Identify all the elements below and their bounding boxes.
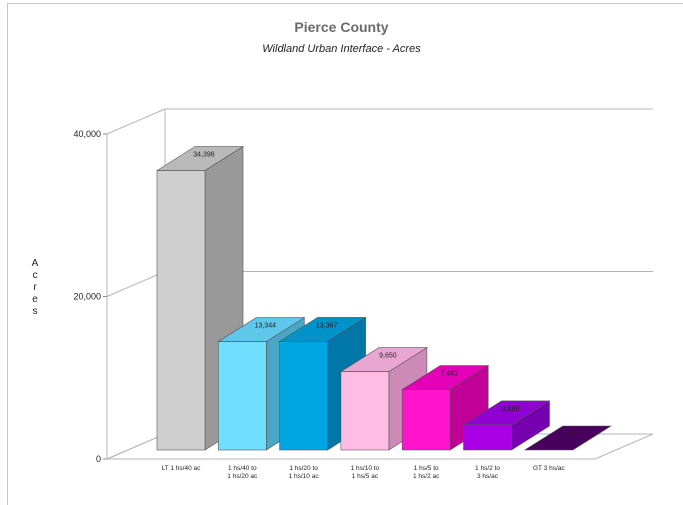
x-tick-label: 1 hs/2 to 3 hs/ac (475, 465, 500, 480)
x-tick-label: LT 1 hs/40 ac (162, 465, 202, 472)
x-tick-label: 1 hs/10 to 1 hs/5 ac (351, 465, 380, 480)
y-tick-label: 20,000 (73, 292, 101, 302)
gridline-side (106, 271, 166, 297)
gridline-side (106, 108, 166, 135)
y-axis-label-char: r (33, 282, 37, 293)
bar: 3,089 (462, 400, 551, 451)
y-tick-label: 40,000 (73, 129, 101, 139)
x-tick-label: 1 hs/20 to 1 hs/10 ac (289, 465, 320, 480)
data-label: 34,396 (193, 152, 215, 159)
y-axis-label-char: s (32, 306, 38, 317)
y-axis-label-char: c (32, 270, 38, 281)
x-tick-label-line: 3 hs/ac (477, 473, 499, 480)
x-tick-label: 1 hs/5 to 1 hs/2 ac (413, 465, 440, 480)
data-label: 9,650 (379, 353, 397, 360)
data-label: 13,344 (255, 323, 277, 330)
y-axis-label-char: A (31, 258, 39, 269)
x-tick-label-line: 1 hs/10 ac (289, 473, 320, 480)
x-tick-label-line: GT 3 hs/ac (533, 465, 565, 472)
floor-outline (106, 433, 654, 460)
x-tick-label-line: 1 hs/20 ac (227, 473, 258, 480)
bar-front (218, 341, 267, 451)
x-tick-label: GT 3 hs/ac (533, 465, 565, 472)
chart-subtitle: Wildland Urban Interface - Acres (262, 43, 421, 55)
chart-title: Pierce County (294, 19, 389, 35)
data-label: 0 (570, 431, 574, 438)
chart-border (7, 3, 683, 505)
x-tick-label-line: 1 hs/40 to (228, 465, 257, 472)
y-tick-label: 0 (96, 454, 101, 464)
data-label: 7,441 (440, 371, 458, 378)
x-tick-label-line: 1 hs/2 to (475, 465, 500, 472)
x-tick-label: 1 hs/40 to 1 hs/20 ac (227, 465, 258, 480)
data-label: 13,367 (316, 322, 338, 329)
x-tick-label-line: LT 1 hs/40 ac (162, 465, 202, 472)
x-tick-label-line: 1 hs/5 to (414, 465, 439, 472)
x-tick-label-line: 1 hs/2 ac (413, 473, 440, 480)
data-label: 3,089 (502, 406, 520, 413)
x-tick-label-line: 1 hs/20 to (289, 465, 318, 472)
bar-front (401, 389, 451, 451)
x-tick-label-line: 1 hs/10 to (351, 465, 380, 472)
y-axis-label-char: e (32, 294, 38, 305)
x-tick-label-line: 1 hs/5 ac (352, 473, 379, 480)
bar-front (156, 170, 206, 451)
bar-front (279, 341, 328, 451)
bar-front (340, 371, 390, 451)
bar-top (523, 425, 612, 451)
bar: 0 (523, 425, 612, 451)
bar-front (463, 424, 512, 451)
bars: 34,396 13,344 13,367 9,650 7,441 3,089 0 (155, 145, 612, 451)
